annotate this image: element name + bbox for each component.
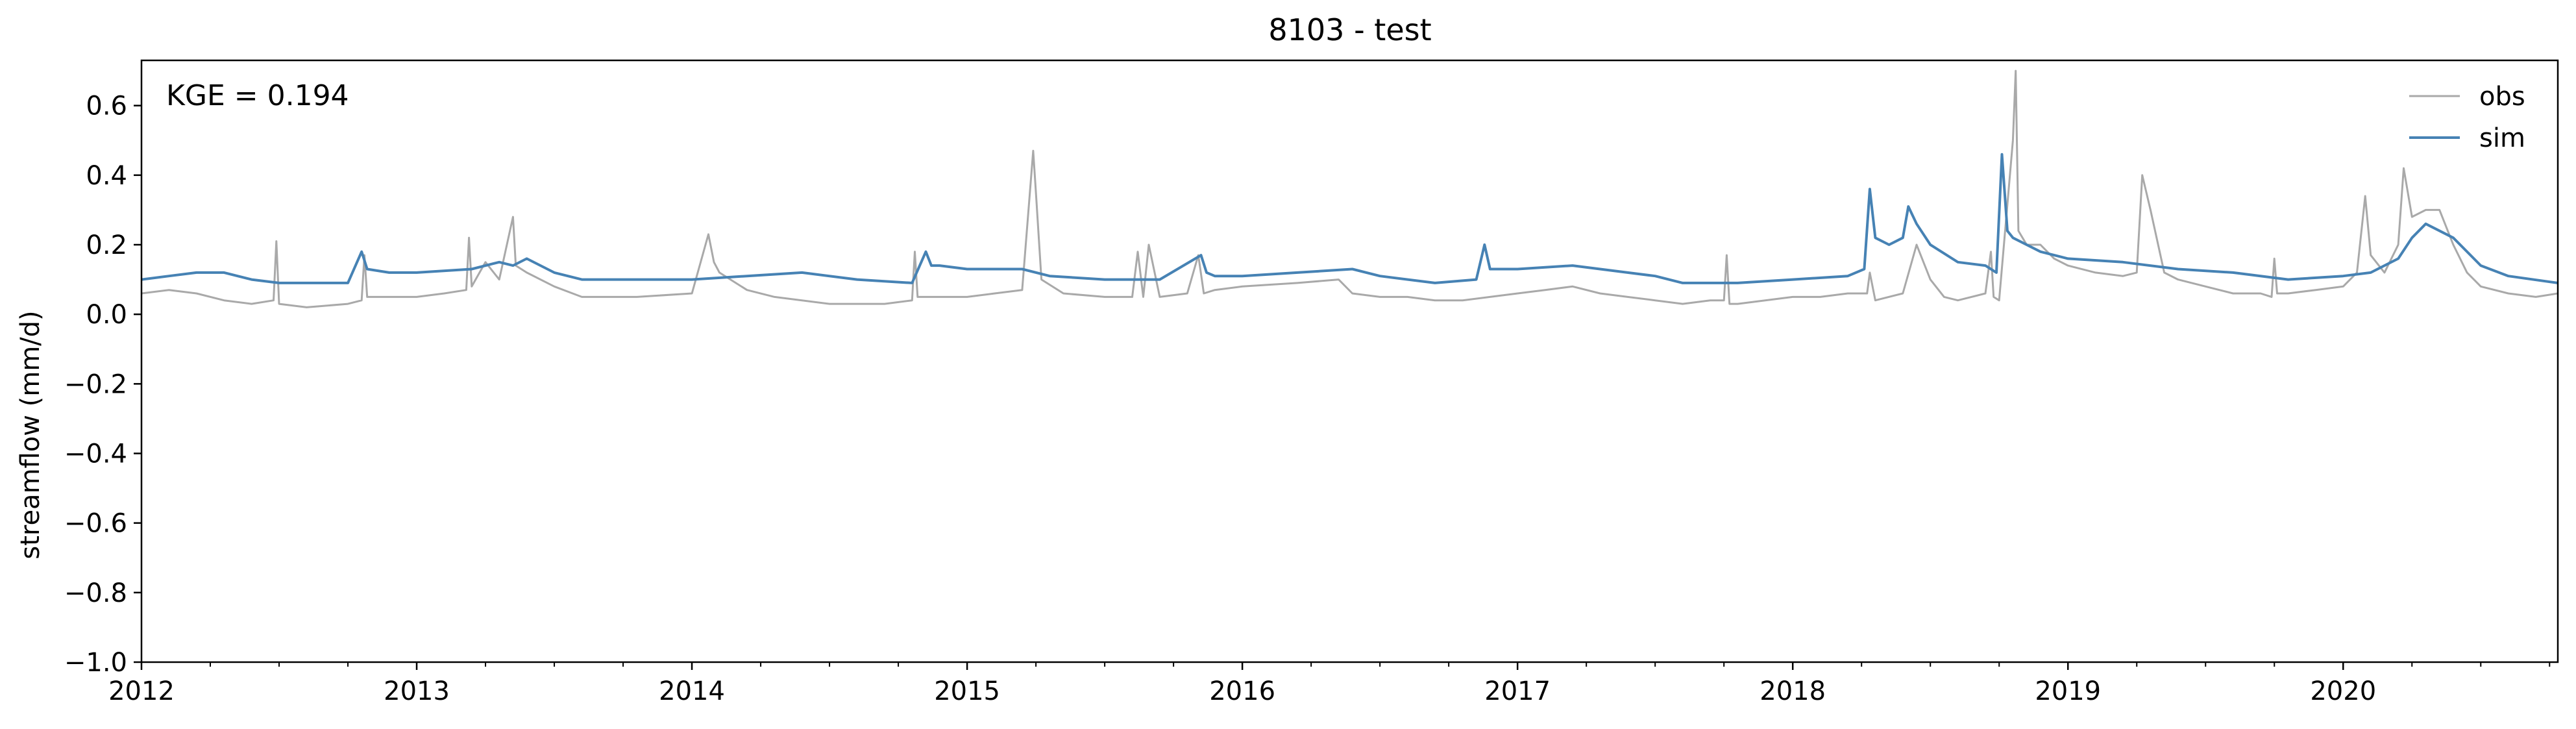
- y-tick-label: −1.0: [64, 648, 127, 678]
- series-line-obs: [141, 69, 2558, 308]
- chart-title: 8103 - test: [1268, 12, 1431, 47]
- kge-annotation: KGE = 0.194: [166, 79, 349, 112]
- y-tick-label: 0.4: [86, 161, 127, 191]
- y-tick-label: 0.2: [86, 230, 127, 260]
- plot-frame: [140, 59, 2559, 663]
- x-tick-label: 2017: [1484, 676, 1551, 706]
- x-tick-label: 2013: [384, 676, 450, 706]
- y-tick-label: −0.8: [64, 578, 127, 608]
- x-tick-label: 2020: [2310, 676, 2376, 706]
- legend-label-obs: obs: [2479, 82, 2525, 112]
- x-tick-label: 2016: [1209, 676, 1275, 706]
- x-tick-label: 2019: [2035, 676, 2101, 706]
- series-line-sim: [141, 153, 2558, 284]
- x-tick-label: 2012: [108, 676, 175, 706]
- y-axis: −1.0 −0.8 −0.6 −0.4 −0.2 0.0 0.2 0.4 0.6: [64, 92, 141, 678]
- series-layer: [141, 69, 2558, 308]
- y-tick-label: −0.6: [64, 509, 127, 539]
- y-tick-label: 0.0: [86, 300, 127, 330]
- y-tick-label: −0.2: [64, 369, 127, 399]
- y-tick-label: −0.4: [64, 439, 127, 469]
- y-tick-label: 0.6: [86, 92, 127, 121]
- legend-label-sim: sim: [2479, 123, 2525, 153]
- x-tick-label: 2015: [934, 676, 1000, 706]
- legend: obs sim: [2409, 82, 2525, 153]
- x-tick-label: 2014: [659, 676, 725, 706]
- x-tick-label: 2018: [1760, 676, 1826, 706]
- x-axis: 2012 2013 2014 2015 2016 2017 2018 2019 2020: [108, 662, 2551, 706]
- y-axis-label: streamflow (mm/d): [16, 310, 45, 559]
